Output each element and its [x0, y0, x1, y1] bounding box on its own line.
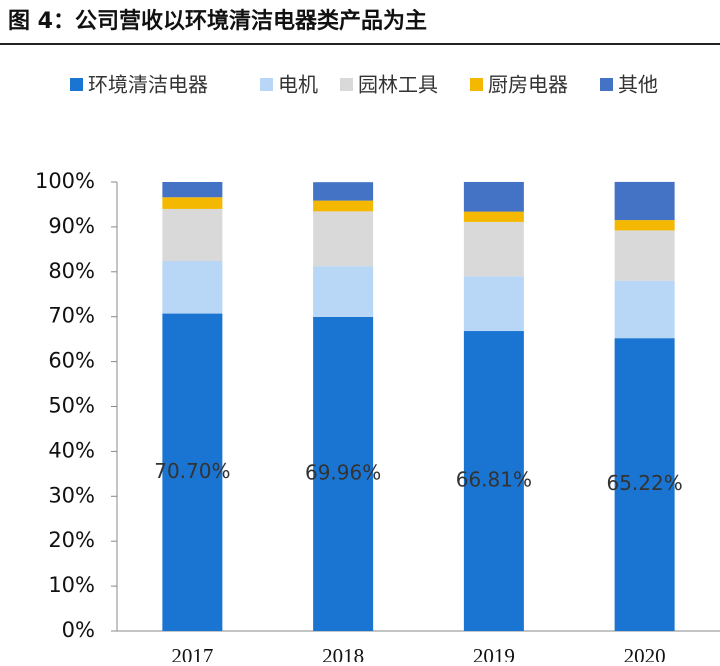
x-tick-label: 2017 [171, 644, 213, 662]
chart-title: 图 4：公司营收以环境清洁电器类产品为主 [8, 8, 427, 34]
legend-label: 环境清洁电器 [88, 73, 208, 97]
y-tick-label: 80% [48, 259, 95, 283]
bar-segment [614, 220, 675, 231]
bar-segment [313, 266, 374, 317]
bar-segment [162, 261, 223, 314]
y-tick-label: 40% [48, 438, 95, 462]
bar-segment [463, 276, 524, 332]
x-tick-label: 2018 [322, 644, 364, 662]
y-tick-label: 30% [48, 483, 95, 507]
y-tick-label: 100% [35, 169, 95, 193]
legend-swatch [470, 78, 483, 91]
bar-segment [614, 338, 675, 631]
legend-swatch [260, 78, 273, 91]
x-tick-label: 2019 [473, 644, 515, 662]
y-tick-label: 0% [62, 618, 95, 642]
legend-swatch [600, 78, 613, 91]
legend-label: 其他 [618, 73, 658, 97]
legend-label: 园林工具 [358, 73, 438, 97]
bar-segment [162, 208, 223, 262]
data-label: 65.22% [606, 471, 682, 495]
data-label: 69.96% [305, 460, 381, 484]
y-tick-label: 10% [48, 573, 95, 597]
data-label: 66.81% [456, 468, 532, 492]
bar-segment [162, 197, 223, 209]
bar-segment [313, 316, 374, 631]
legend-swatch [70, 78, 83, 91]
y-tick-label: 70% [48, 304, 95, 328]
bar-segment [162, 182, 223, 198]
bar-segment [614, 181, 675, 221]
y-tick-label: 20% [48, 528, 95, 552]
bar-segment [614, 230, 675, 281]
bar-segment [313, 200, 374, 212]
legend-label: 厨房电器 [488, 73, 568, 97]
y-tick-label: 90% [48, 214, 95, 238]
bar-segment [313, 211, 374, 267]
legend-swatch [340, 78, 353, 91]
bar-segment [313, 182, 374, 201]
data-label: 70.70% [154, 459, 230, 483]
legend-label: 电机 [278, 73, 318, 97]
bar-segment [463, 221, 524, 277]
x-tick-label: 2020 [624, 644, 666, 662]
y-tick-label: 60% [48, 349, 95, 373]
bar-segment [463, 181, 524, 212]
bar-segment [162, 313, 223, 631]
bar-segment [463, 211, 524, 222]
bar-segment [463, 331, 524, 631]
y-tick-label: 50% [48, 394, 95, 418]
bar-segment [614, 280, 675, 339]
